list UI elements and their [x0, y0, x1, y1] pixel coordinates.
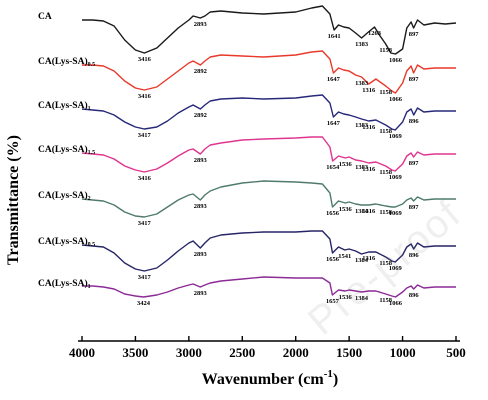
series-label-6: CA(Lys-SA)0.5: [38, 236, 95, 248]
spectrum-line-3: [81, 94, 456, 131]
x-axis-label-main: Wavenumber (cm: [202, 371, 325, 388]
series-label-5: CA(Lys-SA)2: [38, 190, 91, 202]
series-label-subscript: 2: [88, 196, 91, 202]
peak-label: 1158: [379, 89, 392, 96]
peak-label: 896: [409, 118, 420, 125]
spectra-traces: [81, 5, 457, 298]
peak-label: 1158: [379, 297, 392, 304]
peak-label: 1536: [339, 206, 353, 213]
peak-label: 1654: [326, 164, 340, 171]
series-labels: CA CA(Lys-SA)0.5 CA(Lys-SA)1 CA(Lys-SA)1.5 C…: [38, 12, 95, 290]
x-tick-label: 4000: [69, 345, 95, 360]
peak-label: 2893: [194, 290, 208, 297]
series-label-3: CA(Lys-SA)1: [38, 100, 91, 112]
peak-label: 1647: [327, 120, 341, 127]
peak-label: 897: [409, 76, 420, 83]
peak-label: 1384: [355, 208, 369, 215]
peak-label: 2893: [194, 157, 208, 164]
peak-label: 1384: [355, 257, 369, 264]
peak-label: 2893: [194, 251, 208, 258]
peak-label: 1641: [328, 33, 341, 40]
x-tick-label: 500: [446, 345, 466, 360]
peak-label: 3424: [137, 300, 151, 307]
peak-label: 1383: [355, 41, 369, 48]
x-tick-label: 2500: [229, 345, 255, 360]
peak-label: 1158: [379, 47, 392, 54]
peak-label: 3417: [138, 274, 152, 281]
peak-label: 1316: [362, 124, 376, 131]
peak-label: 1657: [326, 298, 340, 305]
series-label-4: CA(Lys-SA)1.5: [38, 144, 95, 156]
peak-label: 1158: [379, 260, 392, 267]
spectrum-line-6: [81, 230, 456, 272]
peak-label: 1158: [379, 128, 392, 135]
peak-label: 1066: [389, 96, 403, 103]
peak-label: 1263: [368, 30, 382, 37]
x-tick-label: 3000: [176, 345, 202, 360]
peak-label: 1536: [339, 294, 353, 301]
peak-label: 1316: [362, 208, 376, 215]
peak-label: 1384: [355, 295, 369, 302]
peak-label: 1158: [379, 169, 392, 176]
peak-label: 1158: [379, 209, 392, 216]
peak-label: 897: [409, 160, 420, 167]
x-tick-label: 3500: [122, 345, 148, 360]
peak-label: 1316: [362, 255, 376, 262]
peak-label: 1069: [389, 265, 403, 272]
peak-label: 1066: [389, 57, 403, 64]
peak-label: 897: [409, 204, 420, 211]
spectrum-line-4: [81, 136, 456, 173]
peak-label: 3416: [138, 175, 152, 182]
spectrum-line-2: [82, 50, 456, 94]
x-axis-label-close: ): [333, 371, 338, 388]
peak-label: 1383: [355, 122, 369, 129]
peak-label: 2893: [194, 21, 208, 28]
peak-label: 896: [409, 292, 420, 299]
peak-label: 1066: [389, 300, 403, 307]
peak-label: 1069: [389, 174, 403, 181]
peak-label: 1316: [362, 87, 376, 94]
series-label-subscript: 0.5: [88, 62, 96, 68]
x-axis-label: Wavenumber (cm-1): [202, 368, 338, 388]
series-label-subscript: 1: [88, 106, 91, 112]
x-tick-label: 2000: [283, 345, 309, 360]
peak-label: 1069: [389, 133, 403, 140]
peak-label: 3416: [138, 93, 152, 100]
series-label-2: CA(Lys-SA)0.5: [38, 56, 95, 68]
spectrum-line-5: [81, 180, 456, 218]
peak-label: 3417: [138, 220, 152, 227]
series-label-7: CA(Lys-SA)1: [38, 278, 91, 290]
series-label-subscript: 1.5: [88, 150, 96, 156]
peak-label: 1647: [327, 76, 341, 83]
peak-label: 2892: [194, 112, 207, 119]
series-label-1: CA: [38, 12, 52, 22]
peak-label: 1069: [389, 210, 403, 217]
peak-label: 1656: [326, 210, 340, 217]
peak-label: 1383: [355, 164, 369, 171]
peak-label: 1536: [339, 161, 353, 168]
peak-label: 897: [409, 31, 420, 38]
spectrum-line-7: [82, 276, 456, 298]
peak-label: 3417: [138, 132, 152, 139]
x-axis-ticks: 4000 3500 3000 2500 2000 1500 1000 500: [69, 336, 466, 360]
x-axis-label-superscript: -1: [324, 368, 333, 380]
peak-label: 3416: [138, 56, 152, 63]
peak-label: 1541: [338, 253, 351, 260]
peak-labels: 3416289316411383126311581066897341628921…: [137, 21, 419, 307]
series-label-subscript: 0.5: [88, 242, 96, 248]
peak-label: 896: [409, 252, 420, 259]
x-tick-label: 1000: [390, 345, 416, 360]
series-label-subscript: 1: [88, 284, 91, 290]
peak-label: 1656: [326, 256, 340, 263]
peak-label: 1316: [362, 166, 376, 173]
y-axis-label: Transmittance (%): [5, 135, 22, 265]
peak-label: 2893: [194, 203, 208, 210]
peak-label: 2892: [194, 68, 207, 75]
spectrum-line-1: [82, 5, 457, 55]
x-tick-label: 1500: [336, 345, 362, 360]
peak-label: 1383: [355, 80, 369, 87]
